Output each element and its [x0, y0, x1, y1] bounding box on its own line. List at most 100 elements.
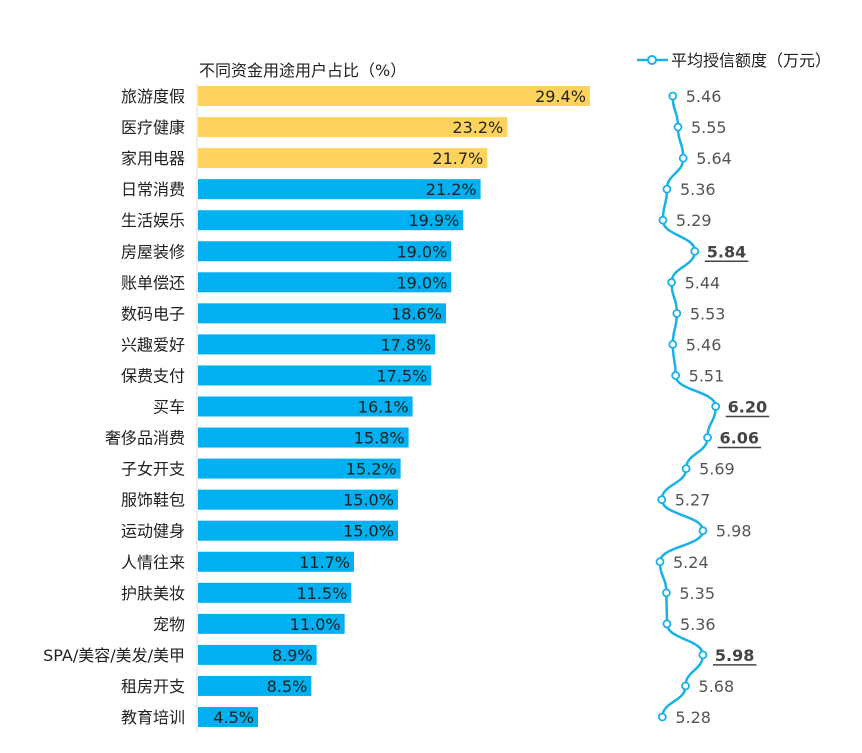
category-label: 人情往来 [121, 553, 185, 572]
bar-value-label: 16.1% [358, 398, 409, 417]
line-value-label: 5.24 [673, 553, 709, 572]
bar-value-label: 19.0% [396, 273, 447, 292]
bar-value-label: 19.9% [408, 211, 459, 230]
line-value-label: 5.98 [716, 522, 752, 541]
category-label: 奢侈品消费 [105, 429, 185, 448]
bar-value-label: 21.2% [426, 180, 477, 199]
category-label: SPA/美容/美发/美甲 [43, 646, 185, 665]
bar [198, 458, 401, 479]
bar [198, 551, 354, 572]
line-point [673, 122, 683, 132]
bar [198, 210, 464, 231]
line-value-label: 5.44 [685, 273, 721, 292]
line-point [678, 153, 688, 163]
category-label: 服饰鞋包 [121, 491, 185, 510]
category-label: 数码电子 [121, 304, 185, 323]
bar [198, 707, 258, 727]
bar [198, 148, 488, 169]
line-point [667, 277, 676, 287]
line-point [671, 371, 681, 380]
line-value-label: 6.06 [720, 429, 759, 448]
line-value-label: 6.20 [728, 398, 767, 417]
category-label: 旅游度假 [121, 87, 185, 106]
category-label: 日常消费 [121, 180, 185, 199]
line-value-label: 5.69 [699, 460, 735, 479]
line-point [668, 339, 678, 349]
category-label: 房屋装修 [121, 242, 185, 261]
bar [198, 613, 345, 634]
line-point [657, 495, 667, 505]
line-value-label: 5.46 [686, 87, 722, 106]
line-point [698, 650, 708, 660]
line-point [690, 246, 700, 256]
category-label: 家用电器 [121, 149, 185, 168]
bar-value-label: 23.2% [452, 118, 503, 137]
bar-value-label: 11.5% [296, 584, 347, 603]
line-point [655, 557, 665, 567]
line-point [662, 184, 672, 194]
line-point [698, 526, 708, 536]
bar-value-label: 29.4% [535, 87, 586, 106]
bar [198, 644, 317, 665]
line-value-label: 5.36 [680, 180, 716, 199]
bar-value-label: 17.8% [380, 335, 431, 354]
bar [198, 582, 352, 603]
line-value-label: 5.64 [696, 149, 732, 168]
bar-value-label: 15.0% [343, 491, 394, 510]
legend: 平均授信额度（万元） [637, 51, 831, 70]
category-label: 保费支付 [121, 366, 185, 385]
category-label: 租房开支 [121, 677, 185, 696]
bar [198, 241, 452, 262]
bar [198, 272, 452, 293]
bar-value-label: 11.7% [299, 553, 350, 572]
legend-label: 平均授信额度（万元） [671, 51, 831, 70]
line-value-label: 5.53 [690, 304, 726, 323]
bar-value-label: 19.0% [396, 242, 447, 261]
line-value-label: 5.46 [686, 335, 722, 354]
category-label: 宠物 [153, 615, 185, 634]
bar [198, 179, 481, 200]
line-point [711, 402, 721, 411]
bar-value-label: 18.6% [391, 304, 442, 323]
bar-value-label: 15.8% [354, 429, 405, 448]
bar-value-label: 21.7% [432, 149, 483, 168]
line-point [681, 681, 690, 691]
bar [198, 303, 446, 324]
line-point [661, 588, 671, 598]
line-point [662, 619, 672, 629]
bar-value-label: 11.0% [290, 615, 341, 634]
bar [198, 117, 508, 138]
line-value-label: 5.36 [680, 615, 716, 634]
bar [198, 396, 413, 417]
bar [198, 86, 590, 106]
line-value-label: 5.84 [707, 242, 746, 261]
category-label: 运动健身 [121, 522, 185, 541]
bar [198, 675, 312, 696]
line-value-label: 5.98 [715, 646, 754, 665]
line-value-label: 5.27 [675, 491, 711, 510]
line-value-label: 5.28 [675, 708, 711, 727]
line-point [672, 308, 682, 318]
legend-marker [647, 55, 657, 65]
bar-value-label: 17.5% [376, 366, 427, 385]
category-label: 账单偿还 [121, 273, 185, 292]
line-value-label: 5.55 [691, 118, 727, 137]
line-value-label: 5.51 [689, 366, 725, 385]
line-point [668, 91, 678, 101]
bar-value-label: 8.9% [272, 646, 313, 665]
line-point [703, 433, 712, 442]
category-label: 教育培训 [121, 708, 185, 727]
category-label: 子女开支 [121, 460, 185, 479]
line-value-label: 5.35 [679, 584, 715, 603]
line-value-label: 5.68 [699, 677, 735, 696]
line-point [658, 215, 668, 225]
bar-chart-title: 不同资金用途用户占比（%） [199, 61, 406, 80]
bar-value-label: 15.0% [343, 522, 394, 541]
bar [198, 334, 436, 355]
category-label: 买车 [153, 398, 185, 417]
bar [198, 489, 398, 510]
bar-value-label: 8.5% [267, 677, 308, 696]
category-label: 生活娱乐 [121, 211, 185, 230]
line-point [657, 712, 667, 722]
